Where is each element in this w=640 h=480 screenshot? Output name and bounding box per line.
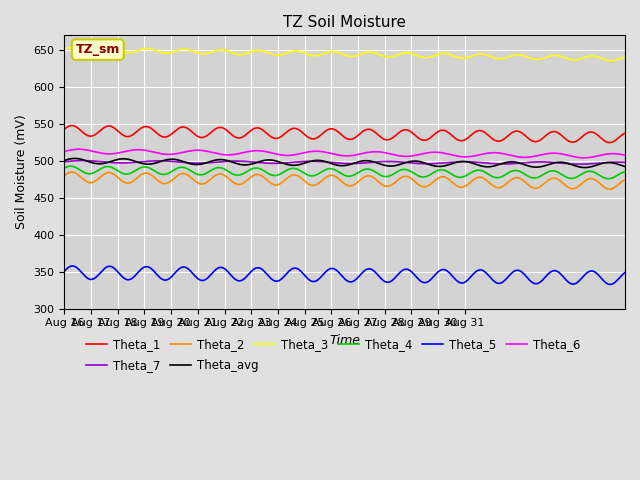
Theta_2 [288, 172, 296, 178]
Theta_6 [580, 155, 588, 161]
Theta_avg [499, 161, 506, 167]
Theta_avg [580, 165, 588, 170]
Theta_5 [288, 266, 296, 272]
Theta_3 [508, 53, 516, 59]
Line: Theta_5: Theta_5 [65, 266, 625, 285]
Theta_7 [79, 158, 87, 164]
Theta_4 [604, 176, 612, 181]
Theta_2 [61, 173, 68, 179]
Theta_3 [499, 56, 506, 61]
Theta_2 [68, 169, 76, 175]
Theta_7 [61, 159, 68, 165]
Line: Theta_1: Theta_1 [65, 126, 625, 143]
Theta_1 [68, 123, 76, 129]
Theta_6 [61, 148, 68, 154]
Theta_6 [446, 152, 454, 157]
Theta_7 [576, 161, 584, 167]
Title: TZ Soil Moisture: TZ Soil Moisture [284, 15, 406, 30]
Theta_2 [446, 178, 454, 183]
Theta_1 [508, 130, 516, 135]
Theta_7 [621, 159, 629, 165]
Theta_4 [508, 168, 516, 174]
Text: TZ_sm: TZ_sm [76, 43, 120, 56]
Theta_5 [621, 270, 629, 276]
Theta_3 [621, 54, 629, 60]
Theta_6 [508, 153, 516, 158]
Theta_1 [61, 126, 68, 132]
Theta_7 [508, 161, 516, 167]
Theta_4 [288, 166, 296, 171]
Line: Theta_avg: Theta_avg [65, 158, 625, 168]
Theta_2 [118, 178, 126, 184]
Theta_1 [499, 137, 506, 143]
Line: Theta_2: Theta_2 [65, 172, 625, 189]
Theta_avg [71, 156, 79, 161]
Theta_5 [508, 270, 516, 276]
Line: Theta_3: Theta_3 [65, 48, 625, 60]
Theta_5 [308, 278, 316, 284]
Theta_7 [288, 159, 296, 165]
Theta_4 [621, 169, 629, 175]
Theta_3 [69, 45, 77, 50]
Theta_4 [499, 174, 506, 180]
Theta_1 [606, 140, 614, 145]
Theta_6 [308, 148, 316, 154]
Theta_avg [308, 158, 316, 164]
Theta_7 [118, 160, 126, 166]
Theta_7 [499, 161, 506, 167]
Y-axis label: Soil Moisture (mV): Soil Moisture (mV) [15, 115, 28, 229]
Theta_avg [288, 162, 296, 168]
Theta_5 [499, 279, 506, 285]
Theta_4 [446, 170, 454, 176]
Theta_2 [606, 186, 614, 192]
Theta_3 [288, 48, 296, 54]
Theta_5 [68, 263, 76, 269]
Theta_1 [118, 132, 126, 137]
Theta_1 [288, 126, 296, 132]
Theta_6 [75, 146, 83, 152]
Theta_4 [118, 170, 126, 176]
Theta_5 [607, 282, 614, 288]
X-axis label: Time: Time [329, 334, 360, 347]
Theta_2 [308, 182, 316, 188]
Theta_avg [61, 157, 68, 163]
Theta_3 [118, 48, 126, 54]
Theta_6 [621, 153, 629, 158]
Theta_4 [308, 173, 316, 179]
Theta_6 [288, 152, 296, 158]
Theta_2 [621, 177, 629, 182]
Theta_6 [118, 149, 126, 155]
Theta_avg [118, 156, 126, 162]
Theta_avg [508, 159, 516, 165]
Theta_1 [621, 130, 629, 136]
Theta_3 [607, 58, 615, 63]
Theta_1 [446, 131, 454, 137]
Theta_7 [308, 158, 316, 164]
Theta_7 [446, 159, 454, 165]
Theta_4 [61, 165, 68, 171]
Theta_5 [118, 274, 126, 279]
Line: Theta_7: Theta_7 [65, 161, 625, 164]
Line: Theta_4: Theta_4 [65, 166, 625, 179]
Theta_3 [308, 53, 316, 59]
Theta_5 [446, 271, 454, 276]
Theta_avg [446, 161, 454, 167]
Theta_6 [499, 151, 506, 156]
Theta_3 [446, 52, 454, 58]
Legend: Theta_7, Theta_avg: Theta_7, Theta_avg [81, 354, 264, 377]
Theta_5 [61, 268, 68, 274]
Line: Theta_6: Theta_6 [65, 149, 625, 158]
Theta_2 [499, 184, 506, 190]
Theta_avg [621, 164, 629, 169]
Theta_1 [308, 136, 316, 142]
Theta_4 [67, 163, 74, 169]
Theta_2 [508, 176, 516, 182]
Theta_3 [61, 46, 68, 52]
